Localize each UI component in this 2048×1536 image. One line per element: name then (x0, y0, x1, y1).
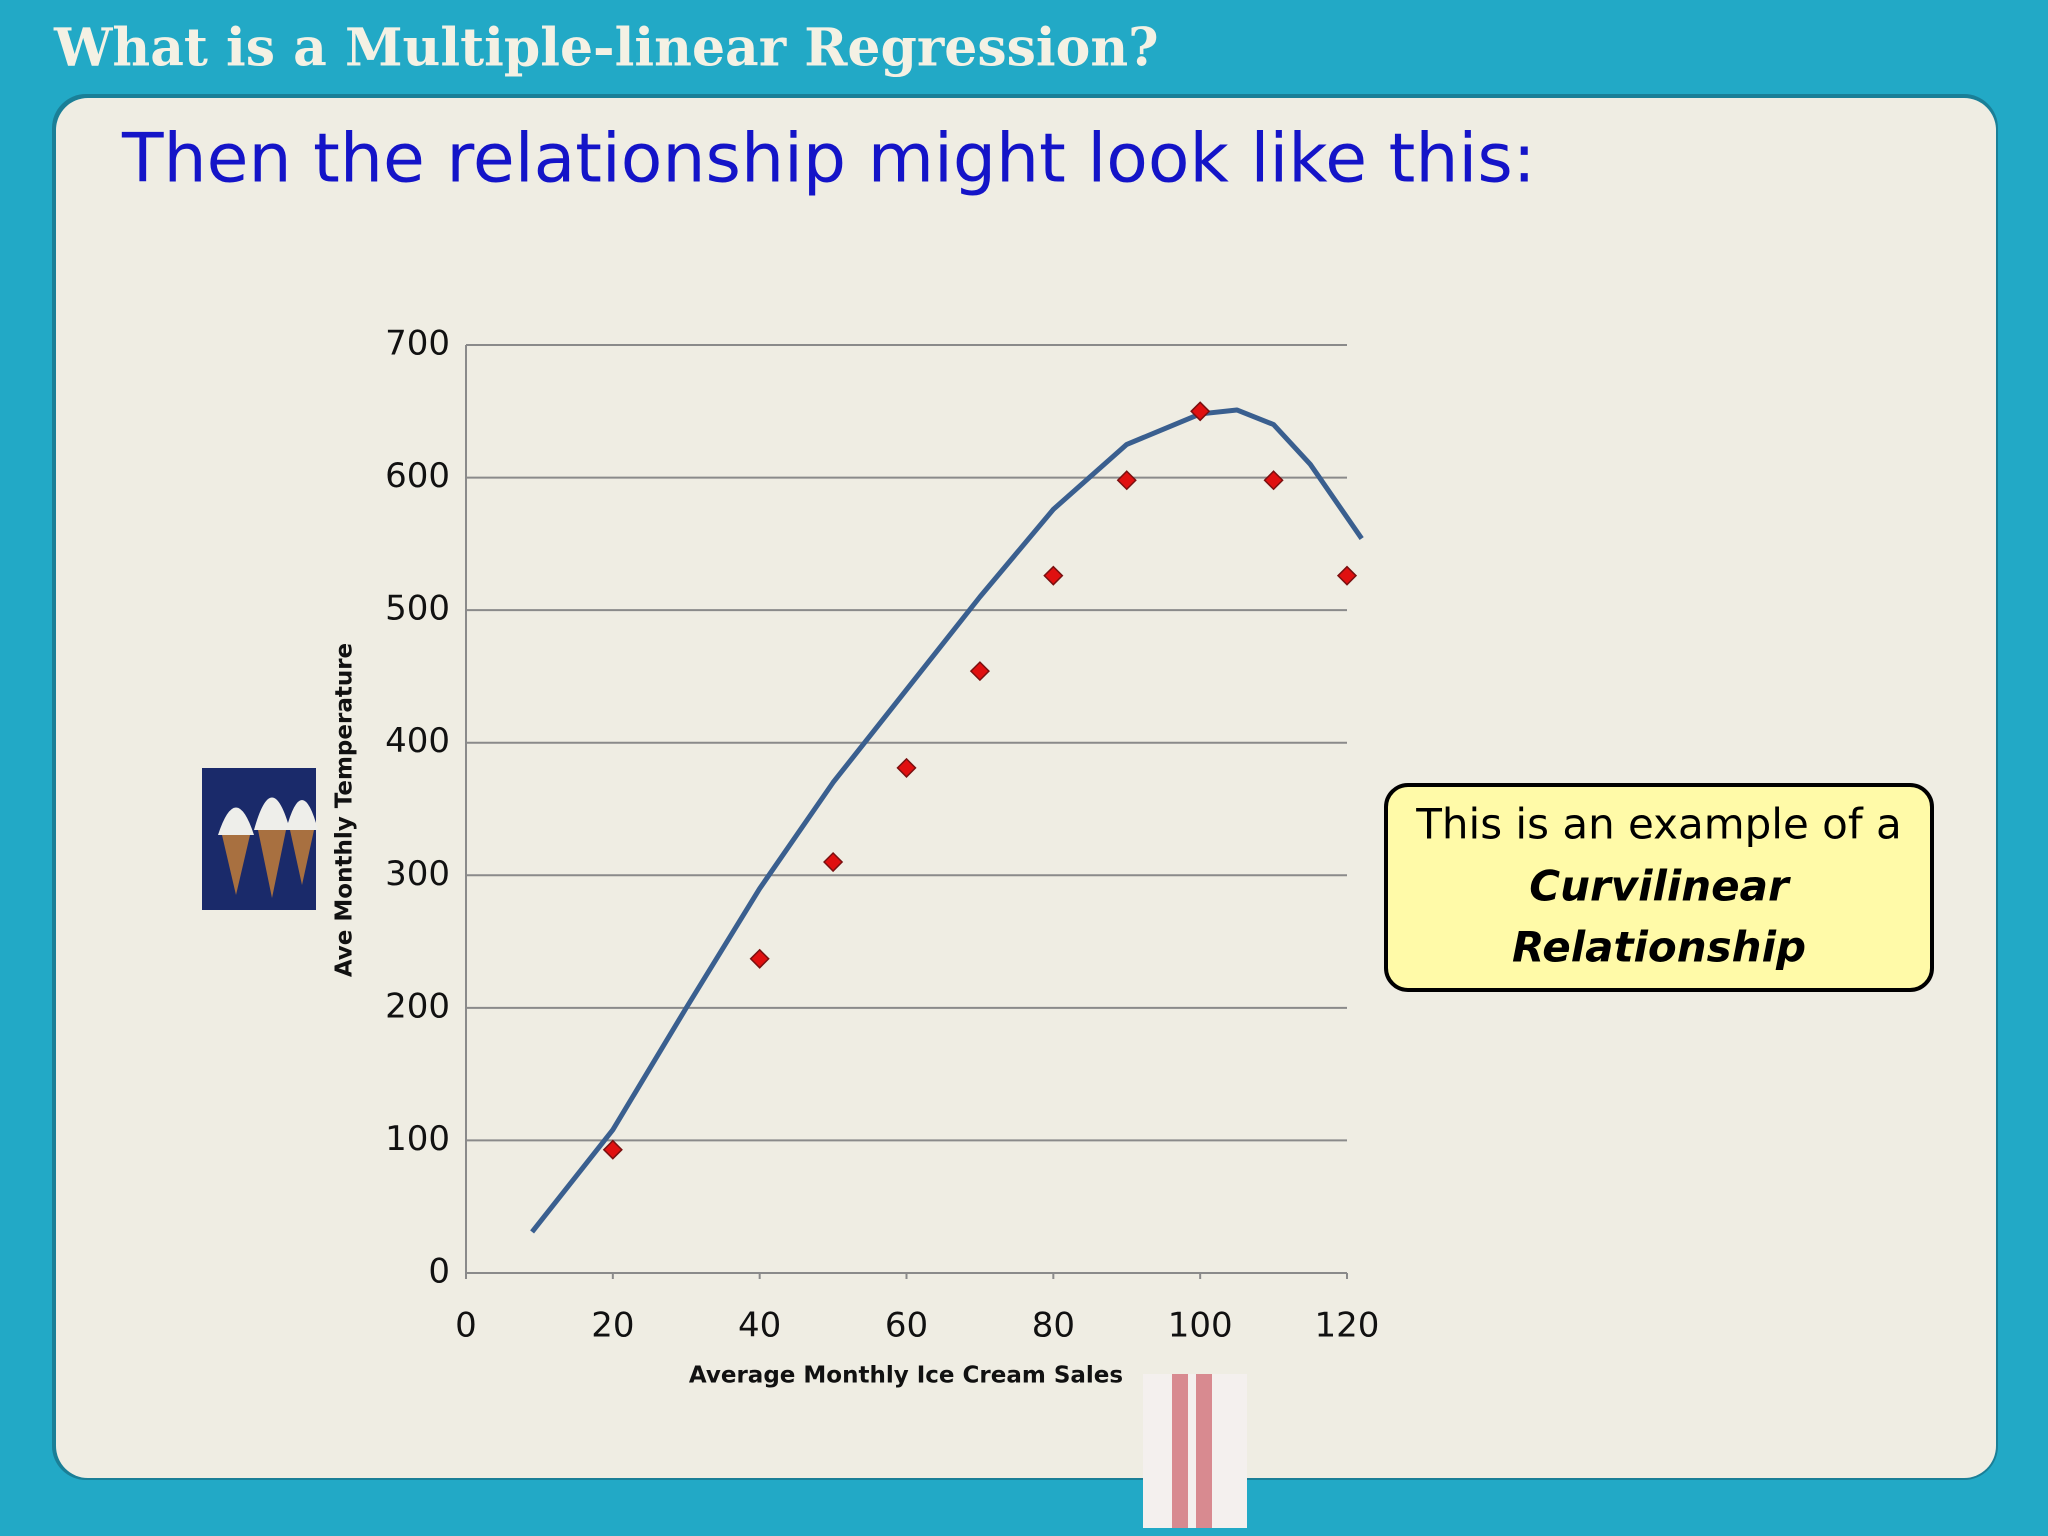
y-tick-label: 100 (385, 1119, 450, 1159)
point (1043, 565, 1064, 586)
x-tick-label: 40 (738, 1306, 781, 1346)
ice-cream-image (202, 768, 318, 910)
callout: This is an example of a Curvilinear Rela… (1384, 783, 1934, 992)
callout-emphasis: Curvilinear (1529, 862, 1791, 911)
y-tick-label: 300 (385, 854, 450, 894)
point (969, 661, 990, 682)
point (896, 757, 917, 778)
slide-title: What is a Multiple-linear Regression? (53, 18, 1159, 79)
x-tick-label: 120 (1315, 1306, 1380, 1346)
x-tick-label: 20 (591, 1306, 634, 1346)
point (1263, 470, 1284, 491)
y-tick-label: 0 (428, 1252, 450, 1292)
x-tick-label: 60 (885, 1306, 928, 1346)
callout-emphasis: Relationship (1512, 923, 1806, 972)
point (1190, 401, 1211, 422)
x-axis-title: Average Monthly Ice Cream Sales (689, 1363, 1123, 1389)
point (602, 1139, 623, 1160)
x-tick-label: 0 (455, 1306, 477, 1346)
y-tick-label: 700 (385, 324, 450, 364)
slide-subtitle: Then the relationship might look like th… (121, 120, 1536, 199)
y-axis-title: Ave Monthly Temperature (332, 643, 358, 977)
y-tick-label: 600 (385, 456, 450, 496)
point (749, 948, 770, 969)
callout-line: This is an example of a (1415, 800, 1901, 849)
x-tick-label: 80 (1032, 1306, 1075, 1346)
plot: 0 100 200 300 400 500 600 700 0 20 40 60 80 100 120 (385, 324, 1379, 1346)
y-tick-label: 400 (385, 721, 450, 761)
panel (56, 98, 1996, 1478)
x-tick-label: 100 (1168, 1306, 1233, 1346)
y-tick-label: 200 (385, 986, 450, 1026)
point (1116, 470, 1137, 491)
thermometer-image (1143, 1374, 1247, 1528)
point (823, 851, 844, 873)
point (1336, 565, 1358, 586)
y-tick-label: 500 (385, 589, 450, 629)
trendline (530, 407, 1364, 1234)
